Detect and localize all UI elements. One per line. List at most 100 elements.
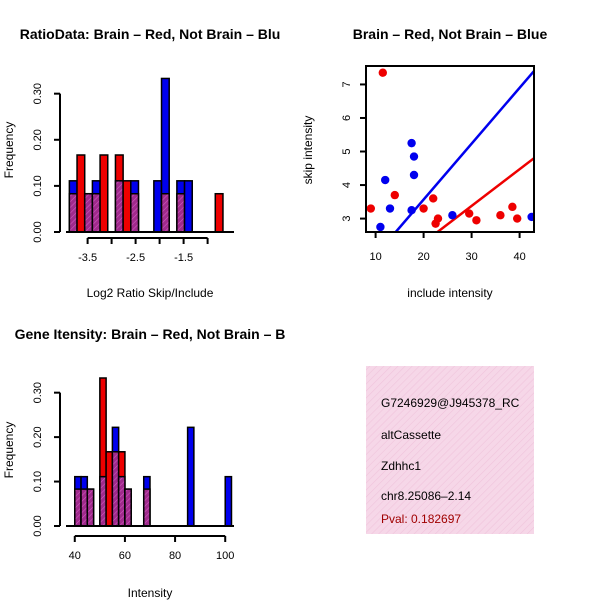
scatter-point-brain [465, 209, 474, 218]
intensity-histogram-bar-overlap [117, 475, 126, 527]
intensity-histogram-y-tick-label: 0.10 [32, 471, 44, 492]
intensity-histogram-y-axis: 0.00 0.10 0.20 0.30 [32, 382, 61, 537]
intensity-histogram-x-tick-label: 60 [119, 550, 131, 562]
scatter-marks [366, 68, 534, 232]
scatter-fit-line-not-brain [394, 70, 534, 232]
ratio-histogram-x-tick-label: -3.5 [78, 252, 97, 264]
gene-name: Zdhhc1 [381, 459, 421, 473]
intensity-histogram-bar-overlap [111, 451, 120, 527]
intensity-histogram-x-tick-label: 80 [169, 550, 181, 562]
ratio-histogram-bar-overlap [114, 180, 124, 233]
ratio-histogram-bars [66, 77, 234, 233]
scatter-title: Brain – Red, Not Brain – Blue [353, 26, 548, 42]
scatter-x-axis: 10 20 30 40 [369, 232, 526, 263]
scatter-point-brain [431, 219, 440, 228]
intensity-histogram-y-tick-label: 0.30 [32, 382, 44, 403]
scatter-point-not-brain [407, 138, 416, 148]
ratio-histogram-bar-not-brain [183, 180, 193, 233]
scatter-point-not-brain [409, 170, 419, 180]
scatter-point-not-brain [407, 206, 416, 215]
scatter-x-tick-label: 10 [369, 251, 381, 263]
ratio-histogram-x-tick-label: -1.5 [174, 252, 193, 264]
intensity-histogram-ylabel: Frequency [2, 422, 16, 479]
p-value: Pval: 0.182697 [381, 512, 461, 526]
scatter-y-tick-label: 3 [341, 216, 353, 222]
intensity-histogram-bar-overlap [99, 475, 107, 527]
ratio-histogram-title: RatioData: Brain – Red, Not Brain – Blu [20, 26, 281, 42]
ratio-histogram-bar-not-brain [153, 180, 163, 233]
scatter-x-tick-label: 40 [513, 251, 525, 263]
intensity-histogram-bar-not-brain [224, 475, 233, 527]
scatter-y-axis: 3 4 5 6 7 [341, 81, 366, 222]
scatter-xlabel: include intensity [407, 286, 492, 300]
ratio-histogram-xlabel: Log2 Ratio Skip/Include [87, 286, 214, 300]
intensity-histogram-title: Gene Itensity: Brain – Red, Not Brain – … [15, 326, 286, 342]
scatter-ylabel: skip intensity [301, 116, 315, 185]
scatter-point-not-brain [527, 212, 534, 222]
scatter-point-brain [429, 194, 438, 203]
scatter-x-tick-label: 20 [417, 251, 429, 263]
intensity-histogram-bar-overlap [124, 488, 132, 527]
ratio-histogram-y-tick-label: 0.00 [32, 221, 44, 242]
intensity-histogram-y-tick-label: 0.00 [32, 515, 44, 536]
ratio-histogram-bar-overlap [68, 192, 78, 233]
scatter-point-not-brain [448, 211, 457, 220]
scatter-plot-box [365, 65, 535, 233]
intensity-histogram-bar-not-brain [186, 426, 195, 527]
ratio-histogram-y-axis: 0.00 0.10 0.20 0.30 [32, 83, 61, 243]
scatter-panel: Brain – Red, Not Brain – Blue include in… [301, 26, 547, 300]
ratio-histogram-bar-overlap [160, 192, 170, 233]
ratio-histogram-bar-brain [99, 154, 109, 233]
ratio-histogram-y-tick-label: 0.20 [32, 129, 44, 150]
intensity-histogram-bar-overlap [80, 488, 89, 527]
intensity-histogram-bar-overlap [74, 488, 82, 527]
ratio-histogram-bar-brain [76, 154, 86, 233]
ratio-histogram-x-tick-label: -2.5 [126, 252, 145, 264]
ratio-histogram-ylabel: Frequency [2, 122, 16, 179]
intensity-histogram-xlabel: Intensity [128, 586, 173, 600]
ratio-histogram-bar-overlap [176, 192, 186, 233]
scatter-plot-area [366, 68, 534, 232]
scatter-y-tick-label: 4 [341, 182, 353, 188]
scatter-y-tick-label: 5 [341, 148, 353, 154]
intensity-histogram-bar-overlap [86, 488, 95, 527]
intensity-histogram-x-axis: 40 60 80 100 [69, 535, 234, 562]
scatter-point-not-brain [381, 175, 390, 185]
ratio-histogram-bar-brain [122, 180, 132, 233]
intensity-histogram-bar-overlap [142, 488, 151, 527]
ratio-histogram-y-tick-label: 0.30 [32, 83, 44, 104]
scatter-point-brain [508, 202, 517, 212]
intensity-histogram-bar-brain [105, 451, 114, 527]
scatter-fit-line-brain [436, 157, 534, 232]
scatter-point-brain [419, 204, 428, 213]
ratio-histogram-bar-brain [214, 192, 224, 233]
ratio-histogram-bar-overlap [130, 192, 140, 233]
ratio-histogram-bar-overlap [91, 192, 101, 233]
scatter-point-not-brain [376, 222, 385, 232]
scatter-point-brain [472, 216, 481, 225]
ratio-histogram-x-axis: -3.5 -2.5 -1.5 [78, 237, 209, 264]
scatter-y-tick-label: 6 [341, 115, 353, 121]
info-panel-background [366, 366, 534, 534]
intensity-histogram-bars [66, 377, 234, 527]
scatter-point-not-brain [385, 204, 395, 213]
genomic-location: chr8.25086–2.14 [381, 489, 471, 503]
scatter-point-brain [513, 214, 522, 223]
event-id: G7246929@J945378_RC [381, 396, 520, 410]
scatter-y-tick-label: 7 [341, 81, 353, 87]
intensity-histogram-panel: Gene Itensity: Brain – Red, Not Brain – … [2, 326, 285, 600]
scatter-point-brain [496, 211, 505, 220]
ratio-histogram-y-tick-label: 0.10 [32, 175, 44, 196]
intensity-histogram-x-tick-label: 100 [216, 550, 234, 562]
intensity-histogram-x-tick-label: 40 [69, 550, 81, 562]
scatter-point-brain [390, 190, 399, 200]
ratio-histogram-panel: RatioData: Brain – Red, Not Brain – Blu … [2, 26, 280, 300]
scatter-point-not-brain [409, 152, 419, 161]
info-panel: G7246929@J945378_RC altCassette Zdhhc1 c… [366, 366, 534, 534]
ratio-histogram-bar-overlap [83, 192, 94, 233]
scatter-point-brain [378, 68, 387, 77]
intensity-histogram-y-tick-label: 0.20 [32, 426, 44, 447]
event-type: altCassette [381, 428, 441, 442]
scatter-x-tick-label: 30 [465, 251, 477, 263]
